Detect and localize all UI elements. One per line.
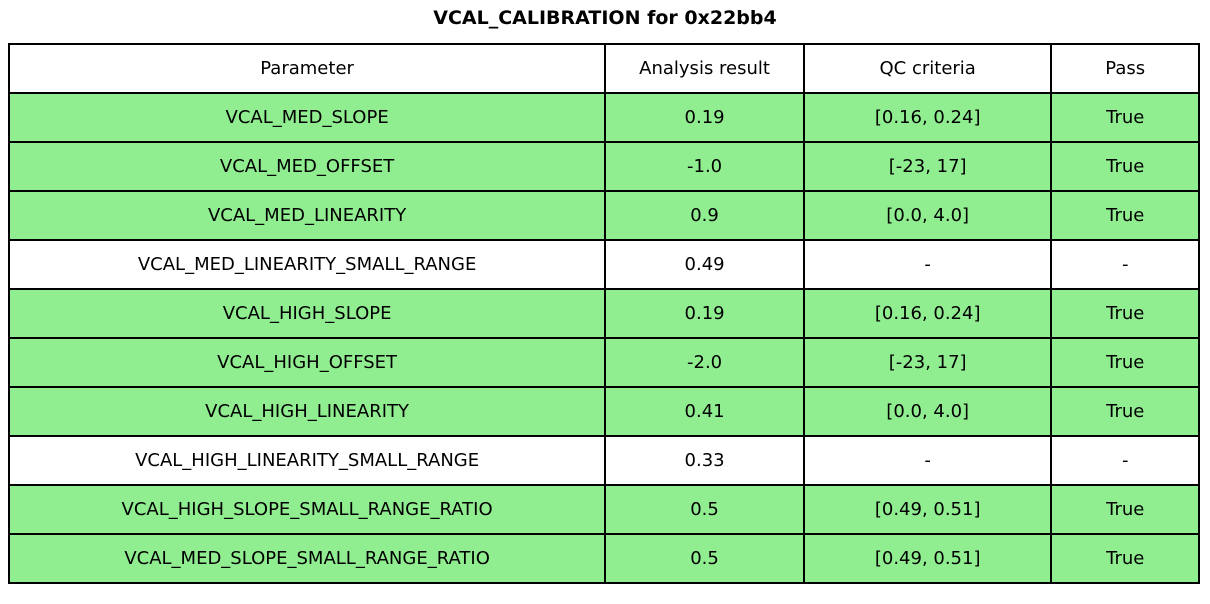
cell-qc-criteria: [-23, 17] — [802, 141, 1053, 192]
cell-pass: True — [1050, 533, 1200, 584]
cell-parameter: VCAL_HIGH_LINEARITY — [7, 386, 607, 437]
cell-analysis-result: 0.19 — [604, 92, 805, 143]
table-row: VCAL_MED_LINEARITY 0.9 [0.0, 4.0] True — [7, 190, 1200, 241]
cell-parameter: VCAL_MED_OFFSET — [7, 141, 607, 192]
column-header-parameter: Parameter — [7, 43, 607, 94]
cell-parameter: VCAL_HIGH_SLOPE_SMALL_RANGE_RATIO — [7, 484, 607, 535]
cell-pass: True — [1050, 141, 1200, 192]
cell-qc-criteria: [-23, 17] — [802, 337, 1053, 388]
cell-analysis-result: 0.5 — [604, 484, 805, 535]
cell-analysis-result: -1.0 — [604, 141, 805, 192]
cell-qc-criteria: [0.16, 0.24] — [802, 92, 1053, 143]
cell-parameter: VCAL_HIGH_LINEARITY_SMALL_RANGE — [7, 435, 607, 486]
figure-title: VCAL_CALIBRATION for 0x22bb4 — [433, 7, 777, 29]
cell-qc-criteria: - — [802, 239, 1053, 290]
qc-table-body: VCAL_MED_SLOPE 0.19 [0.16, 0.24] True VC… — [7, 92, 1200, 584]
cell-pass: - — [1050, 239, 1200, 290]
table-row: VCAL_MED_SLOPE 0.19 [0.16, 0.24] True — [7, 92, 1200, 143]
cell-parameter: VCAL_HIGH_OFFSET — [7, 337, 607, 388]
table-row: VCAL_HIGH_SLOPE 0.19 [0.16, 0.24] True — [7, 288, 1200, 339]
column-header-qc-criteria: QC criteria — [802, 43, 1053, 94]
cell-qc-criteria: [0.49, 0.51] — [802, 533, 1053, 584]
cell-qc-criteria: [0.0, 4.0] — [802, 386, 1053, 437]
qc-table: Parameter Analysis result QC criteria Pa… — [7, 43, 1200, 584]
table-row: VCAL_HIGH_SLOPE_SMALL_RANGE_RATIO 0.5 [0… — [7, 484, 1200, 535]
cell-pass: True — [1050, 92, 1200, 143]
cell-qc-criteria: [0.49, 0.51] — [802, 484, 1053, 535]
cell-analysis-result: 0.5 — [604, 533, 805, 584]
cell-analysis-result: 0.9 — [604, 190, 805, 241]
table-row: VCAL_MED_LINEARITY_SMALL_RANGE 0.49 - - — [7, 239, 1200, 290]
table-row: VCAL_HIGH_LINEARITY 0.41 [0.0, 4.0] True — [7, 386, 1200, 437]
column-header-pass: Pass — [1050, 43, 1200, 94]
cell-pass: True — [1050, 288, 1200, 339]
cell-parameter: VCAL_HIGH_SLOPE — [7, 288, 607, 339]
table-header-row: Parameter Analysis result QC criteria Pa… — [7, 43, 1200, 94]
cell-parameter: VCAL_MED_LINEARITY — [7, 190, 607, 241]
cell-parameter: VCAL_MED_SLOPE — [7, 92, 607, 143]
table-row: VCAL_MED_SLOPE_SMALL_RANGE_RATIO 0.5 [0.… — [7, 533, 1200, 584]
cell-pass: - — [1050, 435, 1200, 486]
cell-pass: True — [1050, 484, 1200, 535]
table-row: VCAL_MED_OFFSET -1.0 [-23, 17] True — [7, 141, 1200, 192]
cell-analysis-result: 0.41 — [604, 386, 805, 437]
cell-pass: True — [1050, 337, 1200, 388]
cell-analysis-result: 0.19 — [604, 288, 805, 339]
cell-pass: True — [1050, 386, 1200, 437]
cell-analysis-result: 0.33 — [604, 435, 805, 486]
cell-parameter: VCAL_MED_SLOPE_SMALL_RANGE_RATIO — [7, 533, 607, 584]
cell-pass: True — [1050, 190, 1200, 241]
cell-qc-criteria: - — [802, 435, 1053, 486]
table-row: VCAL_HIGH_LINEARITY_SMALL_RANGE 0.33 - - — [7, 435, 1200, 486]
cell-qc-criteria: [0.0, 4.0] — [802, 190, 1053, 241]
cell-parameter: VCAL_MED_LINEARITY_SMALL_RANGE — [7, 239, 607, 290]
cell-analysis-result: 0.49 — [604, 239, 805, 290]
column-header-analysis-result: Analysis result — [604, 43, 805, 94]
table-row: VCAL_HIGH_OFFSET -2.0 [-23, 17] True — [7, 337, 1200, 388]
cell-analysis-result: -2.0 — [604, 337, 805, 388]
cell-qc-criteria: [0.16, 0.24] — [802, 288, 1053, 339]
